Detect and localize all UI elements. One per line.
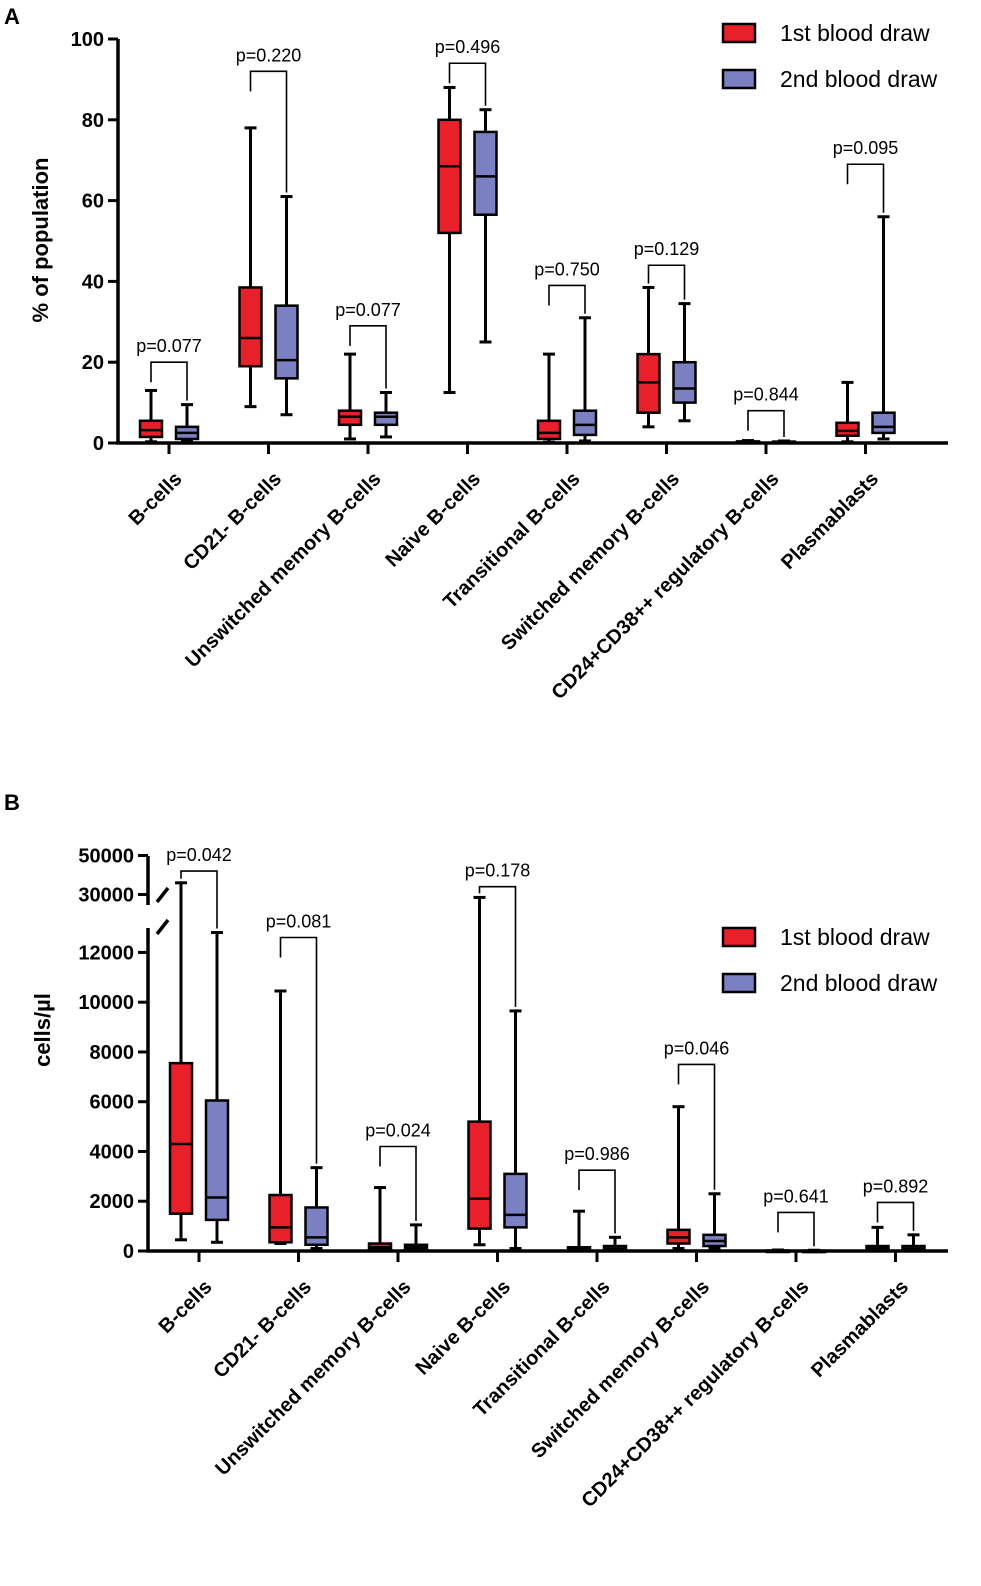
- p-value-label: p=0.178: [465, 861, 531, 881]
- x-category-label: Unswitched memory B-cells: [181, 468, 385, 672]
- y-tick-label: 50000: [78, 846, 134, 868]
- p-value-label: p=0.496: [435, 37, 501, 57]
- p-value-label: p=0.024: [365, 1121, 431, 1141]
- p-value-label: p=0.750: [534, 259, 600, 279]
- p-value-bracket: [249, 70, 288, 193]
- legend-label: 2nd blood draw: [780, 970, 938, 996]
- legend-swatch: [721, 22, 757, 44]
- y-tick-label: 30000: [78, 885, 134, 907]
- x-category-label: Naive B-cells: [381, 468, 485, 572]
- p-value-label: p=0.844: [733, 385, 799, 405]
- y-tick-label: 6000: [90, 1092, 135, 1114]
- p-value-label: p=0.095: [833, 138, 899, 158]
- legend-swatch: [721, 68, 757, 90]
- p-value-bracket: [846, 163, 885, 213]
- panel-label-a: A: [4, 4, 20, 29]
- y-tick-label: 20: [82, 352, 104, 374]
- p-value-bracket: [180, 870, 218, 929]
- legend-swatch: [721, 926, 757, 948]
- box-body: [536, 419, 562, 441]
- y-tick-label: 8000: [90, 1042, 135, 1064]
- box-body: [672, 360, 697, 404]
- x-category-label: CD21- B-cells: [179, 468, 286, 575]
- box-body: [204, 1099, 230, 1222]
- y-tick-label: 0: [93, 433, 104, 455]
- legend-swatch: [721, 972, 757, 994]
- y-tick-label: 12000: [78, 942, 134, 964]
- x-category-label: CD24+CD38++ regulatory B-cells: [547, 468, 783, 704]
- p-value-bracket: [647, 264, 686, 300]
- box-body: [467, 1120, 492, 1230]
- axis-break-mark: [155, 886, 170, 904]
- box-body: [473, 130, 498, 216]
- legend-label: 2nd blood draw: [780, 66, 938, 92]
- x-category-label: Switched memory B-cells: [527, 1276, 714, 1463]
- box-body: [835, 421, 860, 437]
- p-value-label: p=0.077: [335, 300, 401, 320]
- x-category-label: Naive B-cells: [411, 1276, 515, 1380]
- chart-a-percent-population: % of population 0 20 40 60 80 100 B-cells p=0.07…: [28, 20, 948, 704]
- box-body: [304, 1206, 329, 1247]
- p-value-bracket: [777, 1211, 815, 1247]
- box-body: [437, 118, 462, 235]
- p-value-bracket: [677, 1063, 716, 1190]
- y-tick-label: 0: [123, 1241, 134, 1263]
- p-value-bracket: [448, 62, 487, 106]
- p-value-bracket: [279, 936, 318, 1164]
- y-tick-label: 80: [82, 110, 104, 132]
- p-value-bracket: [548, 284, 586, 314]
- p-value-bracket: [876, 1201, 915, 1231]
- x-category-label: Switched memory B-cells: [497, 468, 684, 655]
- x-category-label: Plasmablasts: [777, 468, 883, 574]
- y-axis-label: cells/µl: [30, 993, 55, 1067]
- y-tick-label: 2000: [90, 1191, 135, 1213]
- box-body: [572, 409, 598, 437]
- p-value-bracket: [578, 1169, 616, 1234]
- y-tick-label: 100: [71, 29, 104, 51]
- box-body: [871, 411, 896, 435]
- x-category-label: CD24+CD38++ regulatory B-cells: [577, 1276, 813, 1512]
- y-tick-label: 10000: [78, 992, 134, 1014]
- box-body: [168, 1061, 194, 1215]
- p-value-label: p=0.077: [136, 336, 202, 356]
- box-body: [373, 411, 399, 427]
- legend-label: 1st blood draw: [780, 20, 930, 46]
- box-body: [503, 1172, 528, 1229]
- p-value-label: p=0.081: [266, 912, 332, 932]
- x-category-label: Unswitched memory B-cells: [211, 1276, 415, 1480]
- p-value-label: p=0.042: [166, 845, 232, 865]
- panel-label-b: B: [4, 790, 20, 815]
- box-body: [238, 286, 263, 368]
- y-tick-label: 40: [82, 271, 104, 293]
- p-value-bracket: [747, 409, 785, 437]
- p-value-label: p=0.892: [863, 1176, 929, 1196]
- y-tick-label: 4000: [90, 1141, 135, 1163]
- box-body: [274, 304, 299, 380]
- axis-break-mark: [155, 918, 170, 936]
- x-category-label: B-cells: [155, 1276, 217, 1338]
- x-category-label: Plasmablasts: [807, 1276, 913, 1382]
- p-value-bracket: [349, 325, 387, 389]
- chart-b-cells-per-ul: cells/µl 0 2000 4000 6000 8000 10000 12000 30000…: [30, 845, 948, 1512]
- p-value-bracket: [379, 1145, 417, 1221]
- p-value-bracket: [478, 885, 517, 1007]
- p-value-label: p=0.986: [564, 1144, 630, 1164]
- p-value-label: p=0.046: [664, 1038, 730, 1058]
- legend-label: 1st blood draw: [780, 924, 930, 950]
- y-tick-label: 60: [82, 191, 104, 213]
- p-value-label: p=0.129: [634, 239, 700, 259]
- p-value-label: p=0.641: [763, 1186, 829, 1206]
- box-body: [268, 1193, 293, 1244]
- y-axis-label: % of population: [28, 158, 53, 323]
- x-category-label: CD21- B-cells: [209, 1276, 316, 1383]
- p-value-bracket: [150, 361, 188, 401]
- x-category-label: B-cells: [125, 468, 187, 530]
- p-value-label: p=0.220: [236, 45, 302, 65]
